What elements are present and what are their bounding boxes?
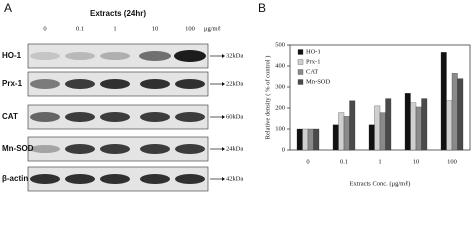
bar	[440, 52, 447, 151]
band	[175, 112, 205, 122]
legend-label: Prx-1	[306, 58, 320, 65]
bar	[446, 100, 453, 151]
band	[140, 174, 170, 184]
legend-label: Mn-SOD	[306, 78, 331, 85]
bar	[313, 128, 320, 151]
blot-title: Extracts (24hr)	[90, 9, 146, 18]
lane-label: 10	[152, 25, 159, 32]
lane-unit: μg/mℓ	[204, 25, 221, 32]
bar	[343, 116, 350, 151]
row-label: CAT	[2, 112, 18, 121]
legend-swatch	[297, 79, 304, 85]
kda-label: 60kDa	[226, 113, 243, 120]
bar	[302, 128, 309, 151]
row-label: HO-1	[2, 51, 22, 60]
bar	[368, 124, 375, 151]
arrow-head	[222, 54, 225, 58]
band	[175, 144, 205, 154]
bar	[349, 100, 356, 151]
band	[30, 112, 60, 122]
y-tick-label: 0	[282, 146, 285, 153]
band	[65, 52, 95, 60]
band	[30, 52, 60, 60]
x-tick-label: 100	[447, 158, 457, 165]
arrow-head	[222, 115, 225, 119]
bar	[404, 93, 411, 151]
bar	[451, 73, 458, 151]
y-axis-label: Relative density ( % of control )	[264, 56, 271, 140]
band	[30, 79, 60, 89]
x-axis-label: Extracts Conc. (μg/mℓ)	[350, 180, 411, 187]
legend-swatch	[297, 59, 304, 65]
kda-label: 32kDa	[226, 52, 243, 59]
band	[100, 52, 130, 60]
band	[65, 79, 95, 89]
band	[140, 144, 170, 154]
row-label: β-actin	[2, 174, 28, 183]
legend-label: HO-1	[306, 48, 321, 55]
x-tick-label: 1	[378, 158, 381, 165]
legend-swatch	[297, 49, 304, 55]
band	[100, 174, 130, 184]
x-tick-label: 0.1	[340, 158, 348, 165]
lane-label: 1	[113, 25, 116, 32]
kda-label: 24kDa	[226, 145, 243, 152]
lane-label: 100	[185, 25, 195, 32]
band	[65, 112, 95, 122]
band	[30, 145, 60, 153]
y-tick-label: 400	[275, 62, 285, 69]
band	[175, 174, 205, 184]
blot-bands	[27, 43, 209, 192]
band	[140, 79, 170, 89]
panel-label: A	[4, 1, 12, 15]
bar	[296, 128, 303, 151]
bar	[410, 102, 417, 151]
row-label: Mn-SOD	[2, 144, 34, 153]
band	[140, 112, 170, 122]
arrow-head	[222, 82, 225, 86]
y-tick-label: 500	[275, 41, 285, 48]
bar	[415, 106, 422, 151]
legend-label: CAT	[306, 68, 318, 75]
band	[175, 79, 205, 89]
bar	[379, 112, 386, 151]
bar	[338, 112, 345, 151]
band	[100, 112, 130, 122]
legend-swatch	[297, 69, 304, 75]
bar	[421, 98, 428, 151]
arrow-head	[222, 147, 225, 151]
bar	[385, 98, 392, 151]
y-tick-label: 300	[275, 83, 285, 90]
bar	[374, 105, 381, 151]
row-label: Prx-1	[2, 79, 23, 88]
band	[100, 144, 130, 154]
bar	[457, 78, 464, 151]
x-tick-label: 0	[306, 158, 309, 165]
bar	[307, 128, 314, 151]
lane-label: 0	[43, 25, 46, 32]
bands	[30, 50, 206, 184]
band	[139, 51, 171, 61]
lane-label: 0.1	[76, 25, 84, 32]
kda-label: 42kDa	[226, 175, 243, 182]
arrow-head	[222, 177, 225, 181]
bar	[332, 124, 339, 151]
y-tick-label: 200	[275, 104, 285, 111]
y-tick-label: 100	[275, 125, 285, 132]
panel-label: B	[258, 1, 266, 15]
band	[174, 50, 206, 62]
band	[65, 144, 95, 154]
x-tick-label: 10	[413, 158, 420, 165]
kda-label: 22kDa	[226, 80, 243, 87]
band	[30, 174, 60, 184]
band	[100, 79, 130, 89]
band	[65, 174, 95, 184]
